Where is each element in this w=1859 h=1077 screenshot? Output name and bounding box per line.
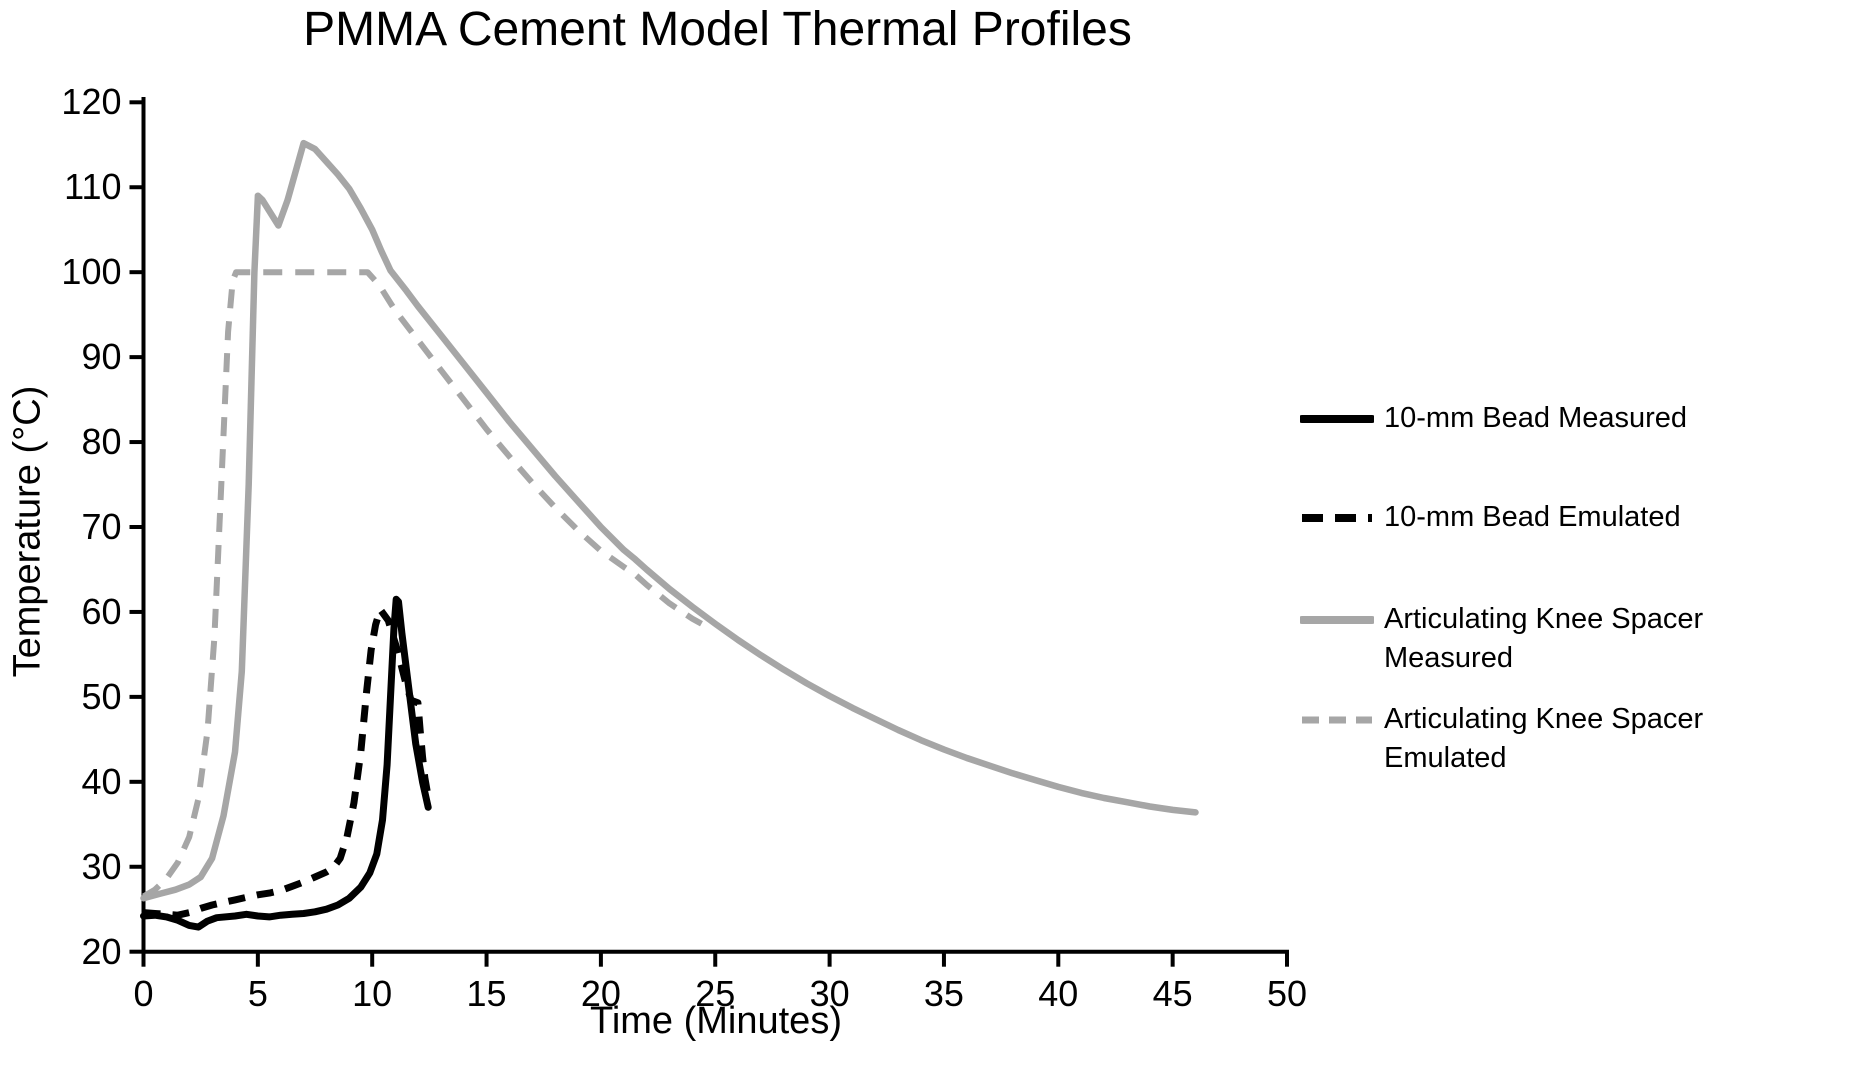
- x-tick-label: 10: [352, 972, 393, 1014]
- x-tick-label: 50: [1266, 972, 1308, 1014]
- x-tick-label: 15: [466, 972, 507, 1014]
- x-axis-title: Time (Minutes): [590, 1000, 842, 1042]
- series-line-2-solid: [140, 139, 1199, 902]
- x-tick-label: 20: [580, 972, 621, 1014]
- x-tick-label: 5: [247, 972, 268, 1014]
- x-tick-label: 30: [809, 972, 850, 1014]
- y-tick-label: 60: [81, 590, 122, 632]
- y-tick-label: 90: [81, 336, 122, 378]
- y-tick-label: 100: [61, 251, 122, 293]
- y-tick-label: 40: [81, 760, 122, 802]
- y-tick-label: 110: [64, 166, 122, 208]
- chart-title: PMMA Cement Model Thermal Profiles: [303, 3, 1132, 56]
- y-tick-label: 30: [81, 845, 122, 887]
- x-tick-label: 35: [923, 972, 964, 1014]
- y-tick-label: 70: [81, 506, 122, 547]
- y-tick-label: 120: [61, 81, 122, 123]
- series-line-1-dashed: [143, 605, 432, 919]
- series-line-3-dashed: [141, 269, 703, 900]
- series-line-0-solid: [140, 595, 432, 931]
- y-tick-label: 50: [81, 675, 122, 717]
- y-tick-label: 80: [81, 421, 122, 463]
- y-tick-label: 20: [81, 930, 122, 972]
- x-tick-label: 40: [1038, 972, 1079, 1014]
- x-tick-label: 0: [133, 972, 154, 1014]
- x-tick-label: 25: [695, 972, 736, 1014]
- x-tick-label: 45: [1152, 972, 1193, 1014]
